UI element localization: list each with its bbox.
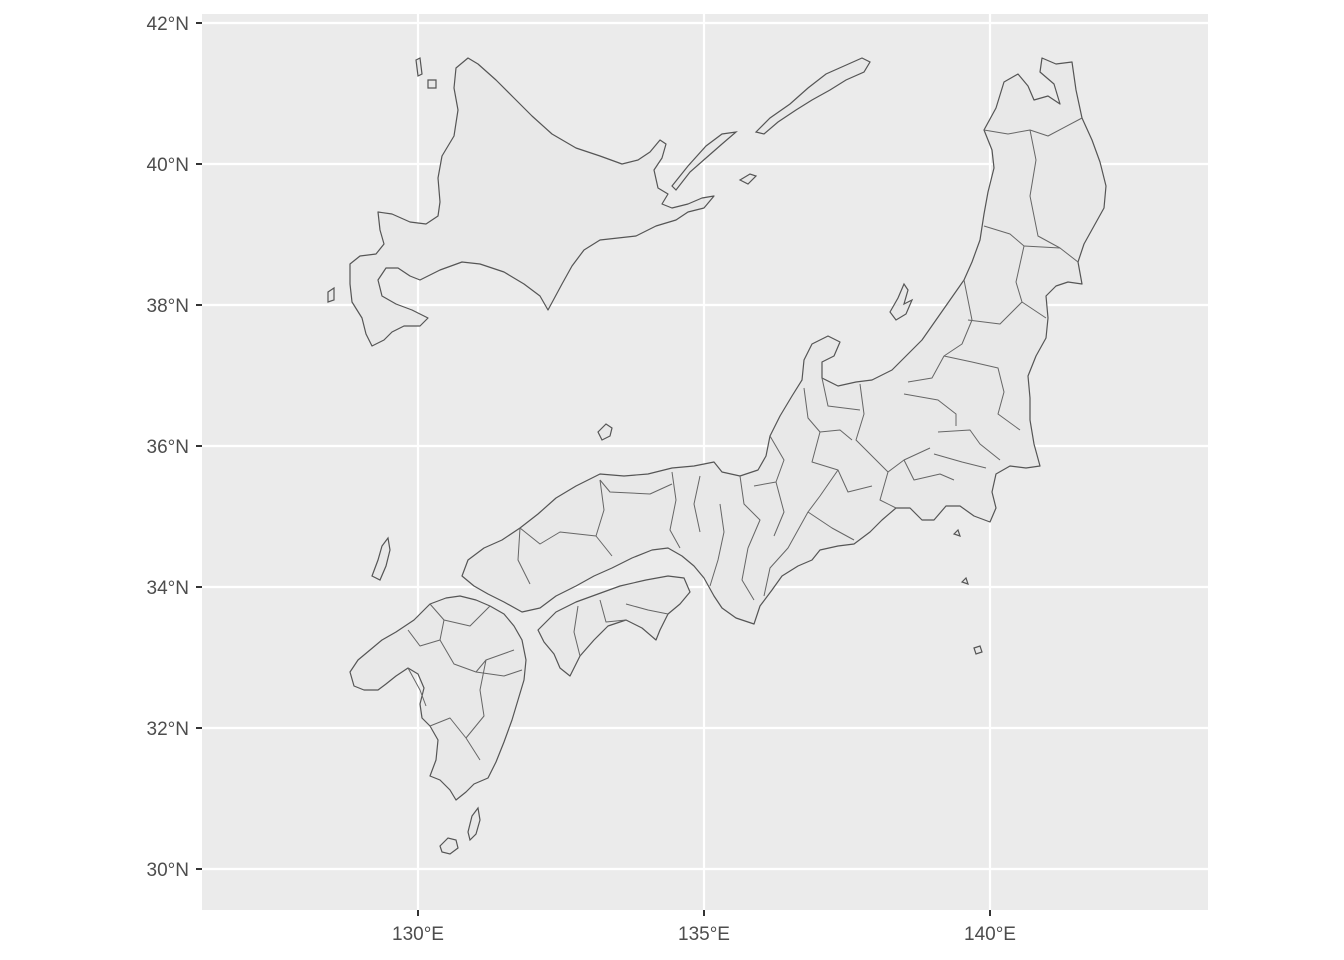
izu-island-2	[960, 576, 969, 585]
yakushima-island	[439, 837, 459, 855]
x-tick-label-130: 130°E	[392, 924, 444, 945]
y-tick-label-36: 36°N	[147, 437, 189, 458]
kyushu-region	[349, 595, 527, 801]
y-tick-label-30: 30°N	[147, 860, 189, 881]
rebun-island	[415, 57, 423, 77]
y-tick-label-40: 40°N	[147, 155, 189, 176]
y-tick-label-42: 42°N	[147, 14, 189, 35]
border-hiroshima	[595, 479, 613, 557]
border-oita	[475, 669, 523, 677]
kuril-island-3	[738, 173, 758, 185]
oki-islands	[597, 423, 613, 441]
y-tick-label-38: 38°N	[147, 296, 189, 317]
x-tick-label-140: 140°E	[964, 924, 1016, 945]
border-miyazaki	[465, 659, 487, 761]
izu-island-1	[952, 528, 961, 537]
y-tick-label-34: 34°N	[147, 578, 189, 599]
izu-island-3	[973, 645, 983, 655]
border-hyogo	[693, 475, 701, 533]
honshu-region	[461, 57, 1107, 625]
border-niigata	[907, 279, 973, 383]
border-shizuoka	[879, 471, 897, 509]
border-fukui	[753, 435, 785, 487]
x-tick-label-135: 135°E	[678, 924, 730, 945]
y-axis: 42°N 40°N 38°N 36°N 34°N 32°N 30°N	[147, 14, 202, 881]
land-masses	[327, 57, 1107, 855]
border-fukuoka	[429, 603, 491, 627]
rishiri-island	[427, 79, 437, 89]
border-nagasaki	[407, 667, 427, 707]
border-toyama	[821, 377, 861, 411]
border-shiga	[773, 481, 785, 537]
border-yamaguchi	[517, 527, 531, 585]
border-shikoku-ew	[625, 603, 669, 615]
border-saitama-tokyo	[933, 453, 987, 469]
border-nara	[741, 547, 755, 601]
border-yamanashi	[903, 459, 955, 481]
border-tochigi-ibaraki	[943, 355, 1021, 431]
x-axis: 130°E 135°E 140°E	[392, 910, 1016, 945]
border-shimane	[519, 527, 597, 545]
border-tottori	[599, 479, 673, 495]
border-shikoku-sw	[573, 605, 581, 657]
border-mie	[763, 511, 809, 597]
border-kyoto	[739, 475, 761, 549]
border-miyagi	[1023, 245, 1079, 263]
border-kanto	[937, 429, 1001, 461]
shikoku-region	[537, 575, 691, 677]
y-tick-label-32: 32°N	[147, 719, 189, 740]
border-okayama	[669, 471, 681, 549]
border-osaka	[709, 503, 725, 587]
border-gunma	[903, 393, 957, 426]
border-shikoku-ns	[599, 599, 627, 623]
border-fukushima	[967, 301, 1047, 325]
prefecture-borders	[407, 117, 1083, 761]
border-kagoshima	[429, 717, 467, 739]
border-akita-iwate	[1029, 129, 1061, 249]
border-saga	[407, 619, 445, 647]
tsushima-island	[371, 536, 391, 581]
tanegashima-island	[467, 806, 481, 842]
kuril-island-1	[754, 57, 871, 135]
okushiri-island	[327, 286, 335, 303]
kuril-island-2	[671, 131, 738, 191]
hokkaido-region	[349, 57, 715, 347]
sado-island	[889, 282, 914, 321]
